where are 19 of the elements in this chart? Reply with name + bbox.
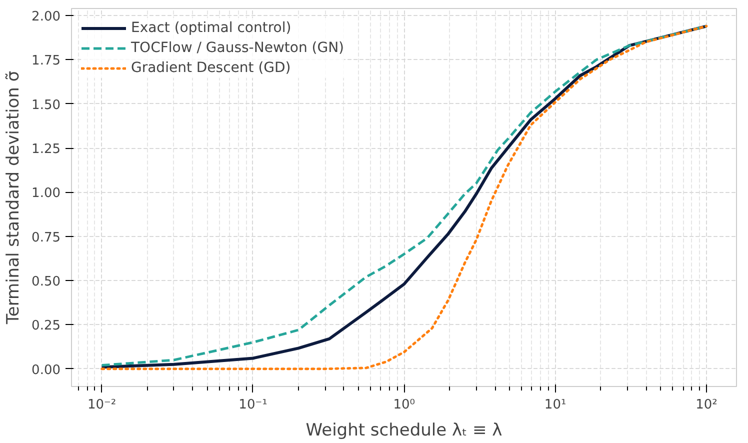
x-tick-label: 10⁻²	[88, 398, 116, 412]
y-tick-label: 0.00	[32, 362, 61, 378]
y-tick-label: 1.00	[32, 186, 61, 202]
y-tick-label: 1.25	[32, 142, 61, 158]
y-axis-title: Terminal standard deviation σ̃	[4, 70, 24, 326]
x-tick-label: 10²	[696, 398, 718, 412]
x-axis-title: Weight schedule λₜ ≡ λ	[306, 420, 502, 440]
x-tick-label: 10¹	[544, 398, 566, 412]
y-tick-label: 1.75	[32, 54, 61, 69]
legend-label: TOCFlow / Gauss-Newton (GN)	[131, 40, 344, 56]
legend-label: Exact (optimal control)	[131, 20, 292, 36]
legend-label: Gradient Descent (GD)	[131, 60, 291, 76]
y-tick-label: 0.25	[32, 318, 61, 334]
y-tick-label: 0.75	[32, 230, 61, 246]
x-tick-label: 10⁻¹	[238, 398, 268, 412]
x-tick-label: 10⁰	[393, 398, 416, 412]
y-tick-label: 1.50	[32, 98, 61, 113]
y-tick-label: 0.50	[32, 274, 61, 290]
y-tick-label: 2.00	[32, 10, 61, 25]
